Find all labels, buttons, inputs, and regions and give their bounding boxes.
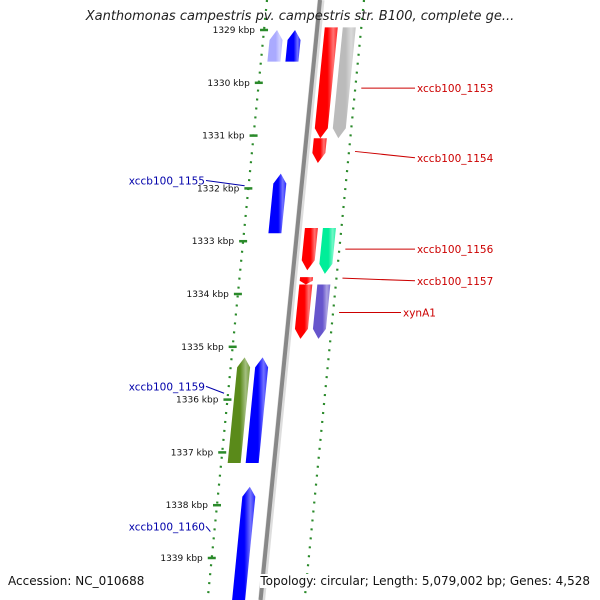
gene-arrow[interactable] xyxy=(294,284,313,339)
axis-tick-label: 1334 kbp xyxy=(186,290,229,300)
genome-title: Xanthomonas campestris pv. campestris st… xyxy=(85,9,515,24)
label-leader-line xyxy=(354,150,416,159)
axis-tick-label: 1329 kbp xyxy=(213,26,256,36)
gene-arrow[interactable] xyxy=(245,357,269,463)
gene-arrow[interactable] xyxy=(332,27,356,139)
gene-arrow[interactable] xyxy=(312,138,327,164)
gene-arrow[interactable] xyxy=(231,486,256,600)
gene-arrow[interactable] xyxy=(227,357,251,463)
axis-tick-label: 1331 kbp xyxy=(202,132,245,142)
left-dotted-ring xyxy=(206,0,269,600)
gene-arrow[interactable] xyxy=(312,284,331,339)
label-leader-line xyxy=(205,179,245,187)
gene-arrow[interactable] xyxy=(301,228,318,271)
gene-label[interactable]: xynA1 xyxy=(403,307,436,319)
gene-arrow[interactable] xyxy=(314,27,338,139)
axis-tick-label: 1332 kbp xyxy=(197,184,240,194)
label-leader-line xyxy=(205,385,225,394)
accession-text: Accession: NC_010688 xyxy=(8,574,145,588)
gene-label[interactable]: xccb100_1154 xyxy=(417,153,494,165)
gene-label[interactable]: xccb100_1159 xyxy=(129,381,205,393)
axis-tick-label: 1336 kbp xyxy=(176,396,219,406)
axis-tick-label: 1337 kbp xyxy=(171,448,214,458)
axis-tick-label: 1338 kbp xyxy=(166,501,209,511)
gene-arrow[interactable] xyxy=(267,30,283,62)
genome-backbone xyxy=(258,0,322,600)
gene-label[interactable]: xccb100_1155 xyxy=(129,175,205,187)
axis-tick-label: 1333 kbp xyxy=(192,237,235,247)
label-leader-line xyxy=(205,526,211,532)
gene-arrow[interactable] xyxy=(319,228,336,274)
topology-text: Topology: circular; Length: 5,079,002 bp… xyxy=(260,574,590,588)
axis-tick-label: 1330 kbp xyxy=(207,79,250,89)
gene-arrow[interactable] xyxy=(299,277,314,285)
gene-label[interactable]: xccb100_1160 xyxy=(129,521,205,533)
gene-arrow[interactable] xyxy=(268,173,287,234)
gene-label[interactable]: xccb100_1157 xyxy=(417,276,493,288)
gene-label[interactable]: xccb100_1153 xyxy=(417,83,493,95)
label-leader-line xyxy=(342,277,416,282)
gene-label[interactable]: xccb100_1156 xyxy=(417,244,494,256)
right-dotted-ring xyxy=(303,0,366,600)
gene-arrow[interactable] xyxy=(285,30,301,62)
axis-tick-label: 1339 kbp xyxy=(160,554,203,564)
axis-tick-label: 1335 kbp xyxy=(181,343,224,353)
